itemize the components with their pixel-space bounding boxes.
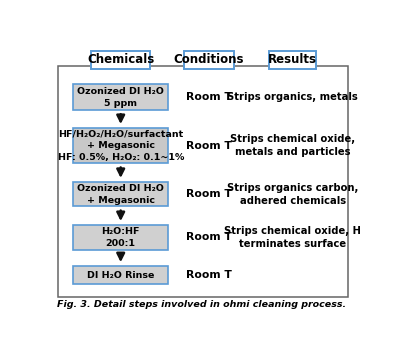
Text: Conditions: Conditions [174, 53, 244, 66]
Text: Chemicals: Chemicals [87, 53, 154, 66]
Text: Strips chemical oxide,
metals and particles: Strips chemical oxide, metals and partic… [230, 134, 355, 158]
Text: DI H₂O Rinse: DI H₂O Rinse [87, 271, 154, 280]
FancyBboxPatch shape [73, 84, 168, 110]
Text: Room T: Room T [186, 92, 232, 102]
FancyBboxPatch shape [184, 51, 234, 69]
FancyBboxPatch shape [73, 182, 168, 206]
FancyBboxPatch shape [269, 51, 316, 69]
FancyBboxPatch shape [73, 128, 168, 163]
Text: Strips organics carbon,
adhered chemicals: Strips organics carbon, adhered chemical… [227, 183, 358, 206]
Text: Ozonized DI H₂O
+ Megasonic: Ozonized DI H₂O + Megasonic [77, 184, 164, 205]
Text: HF/H₂O₂/H₂O/surfactant
+ Megasonic
HF: 0.5%, H₂O₂: 0.1~1%: HF/H₂O₂/H₂O/surfactant + Megasonic HF: 0… [57, 129, 184, 162]
Text: Results: Results [268, 53, 317, 66]
Text: Room T: Room T [186, 189, 232, 199]
Text: Room T: Room T [186, 270, 232, 280]
FancyBboxPatch shape [73, 225, 168, 250]
Text: Fig. 3. Detail steps involved in ohmi cleaning process.: Fig. 3. Detail steps involved in ohmi cl… [57, 300, 346, 309]
FancyBboxPatch shape [73, 266, 168, 284]
FancyBboxPatch shape [58, 66, 348, 297]
Text: Strips organics, metals: Strips organics, metals [228, 92, 358, 102]
FancyBboxPatch shape [91, 51, 151, 69]
Text: Room T: Room T [186, 232, 232, 243]
Text: Room T: Room T [186, 141, 232, 151]
Text: H₂O:HF
200:1: H₂O:HF 200:1 [101, 227, 140, 248]
Text: Ozonized DI H₂O
5 ppm: Ozonized DI H₂O 5 ppm [77, 87, 164, 108]
Text: Strips chemical oxide, H
terminates surface: Strips chemical oxide, H terminates surf… [224, 226, 361, 249]
